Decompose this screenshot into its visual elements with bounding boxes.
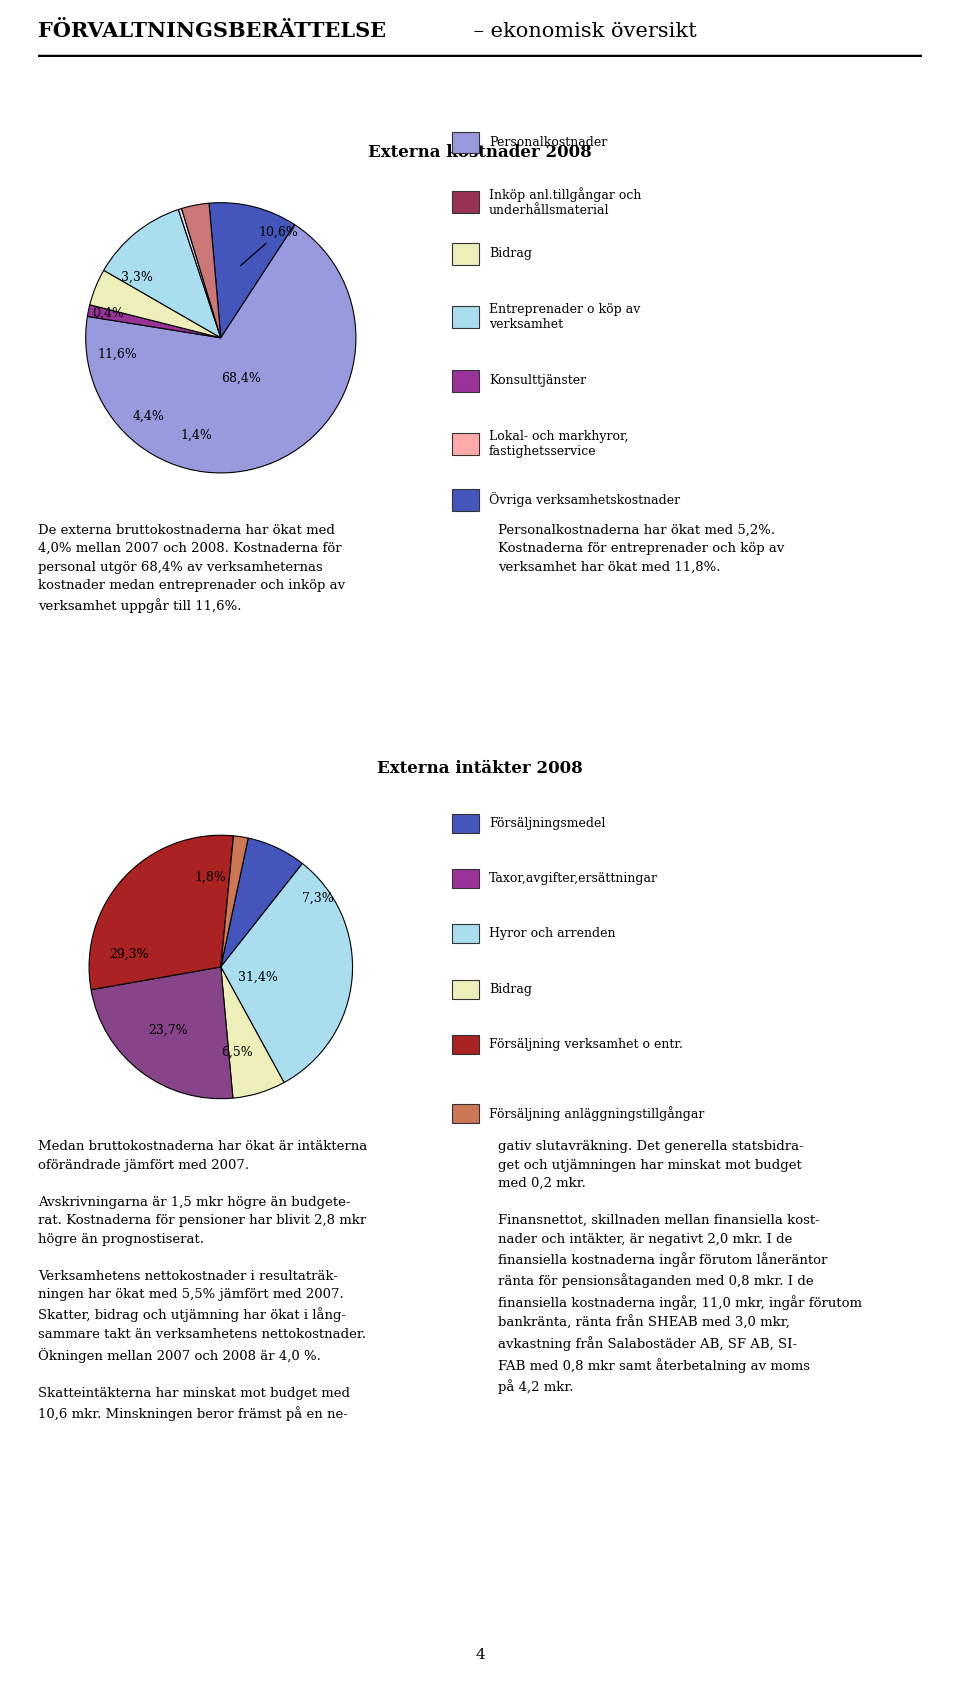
- Wedge shape: [221, 836, 249, 966]
- Text: Försäljning anläggningstillgångar: Försäljning anläggningstillgångar: [489, 1106, 705, 1121]
- Wedge shape: [181, 203, 221, 338]
- Text: Försäljningsmedel: Försäljningsmedel: [489, 816, 606, 829]
- FancyBboxPatch shape: [451, 434, 479, 454]
- Wedge shape: [104, 209, 221, 338]
- FancyBboxPatch shape: [451, 980, 479, 998]
- Text: Övriga verksamhetskostnader: Övriga verksamhetskostnader: [489, 491, 680, 507]
- FancyBboxPatch shape: [451, 868, 479, 888]
- Text: Externa intäkter 2008: Externa intäkter 2008: [377, 760, 583, 777]
- Text: Hyror och arrenden: Hyror och arrenden: [489, 927, 615, 941]
- FancyBboxPatch shape: [451, 191, 479, 213]
- Text: 1,4%: 1,4%: [180, 429, 212, 441]
- Text: – ekonomisk översikt: – ekonomisk översikt: [467, 22, 697, 41]
- Text: 6,5%: 6,5%: [221, 1045, 252, 1059]
- Wedge shape: [90, 270, 221, 338]
- Text: FÖRVALTNINGSBERÄTTELSE: FÖRVALTNINGSBERÄTTELSE: [38, 22, 387, 42]
- Text: 4: 4: [475, 1648, 485, 1662]
- Wedge shape: [89, 836, 233, 990]
- Wedge shape: [179, 208, 221, 338]
- Text: 23,7%: 23,7%: [148, 1024, 188, 1037]
- Text: Inköp anl.tillgångar och
underhållsmaterial: Inköp anl.tillgångar och underhållsmater…: [489, 187, 641, 216]
- Text: Försäljning verksamhet o entr.: Försäljning verksamhet o entr.: [489, 1039, 683, 1051]
- Text: Bidrag: Bidrag: [489, 247, 532, 260]
- Text: 68,4%: 68,4%: [221, 372, 261, 385]
- Text: De externa bruttokostnaderna har ökat med
4,0% mellan 2007 och 2008. Kostnaderna: De externa bruttokostnaderna har ökat me…: [38, 524, 346, 613]
- Text: Entreprenader o köp av
verksamhet: Entreprenader o köp av verksamhet: [489, 304, 640, 331]
- Text: Medan bruttokostnaderna har ökat är intäkterna
oförändrade jämfört med 2007.

Av: Medan bruttokostnaderna har ökat är intä…: [38, 1140, 368, 1420]
- FancyBboxPatch shape: [451, 370, 479, 392]
- Text: Externa kostnader 2008: Externa kostnader 2008: [368, 144, 592, 160]
- FancyBboxPatch shape: [451, 132, 479, 154]
- Text: 7,3%: 7,3%: [302, 892, 334, 905]
- Wedge shape: [221, 966, 284, 1098]
- Text: 11,6%: 11,6%: [97, 348, 137, 360]
- Wedge shape: [221, 863, 352, 1083]
- Text: gativ slutavräkning. Det generella statsbidra-
get och utjämningen har minskat m: gativ slutavräkning. Det generella stats…: [497, 1140, 862, 1393]
- Text: Konsulttjänster: Konsulttjänster: [489, 375, 587, 387]
- Text: 4,4%: 4,4%: [132, 410, 164, 422]
- Wedge shape: [91, 966, 233, 1098]
- FancyBboxPatch shape: [451, 1105, 479, 1123]
- FancyBboxPatch shape: [451, 924, 479, 944]
- Wedge shape: [85, 225, 356, 473]
- Text: 1,8%: 1,8%: [194, 872, 227, 883]
- FancyBboxPatch shape: [451, 814, 479, 833]
- Text: Bidrag: Bidrag: [489, 983, 532, 997]
- Text: Lokal- och markhyror,
fastighetsservice: Lokal- och markhyror, fastighetsservice: [489, 431, 629, 458]
- Text: 10,6%: 10,6%: [240, 226, 299, 265]
- Text: Personalkostnaderna har ökat med 5,2%.
Kostnaderna för entreprenader och köp av
: Personalkostnaderna har ökat med 5,2%. K…: [497, 524, 784, 574]
- FancyBboxPatch shape: [451, 1035, 479, 1054]
- Text: Personalkostnader: Personalkostnader: [489, 137, 608, 149]
- Text: Taxor,avgifter,ersättningar: Taxor,avgifter,ersättningar: [489, 872, 658, 885]
- Wedge shape: [87, 304, 221, 338]
- Wedge shape: [209, 203, 295, 338]
- Text: 3,3%: 3,3%: [121, 270, 154, 284]
- Text: 31,4%: 31,4%: [238, 971, 277, 985]
- Text: 29,3%: 29,3%: [108, 948, 149, 961]
- FancyBboxPatch shape: [451, 243, 479, 265]
- FancyBboxPatch shape: [451, 306, 479, 328]
- Wedge shape: [221, 838, 302, 966]
- FancyBboxPatch shape: [451, 488, 479, 510]
- Text: 0,4%: 0,4%: [91, 307, 124, 319]
